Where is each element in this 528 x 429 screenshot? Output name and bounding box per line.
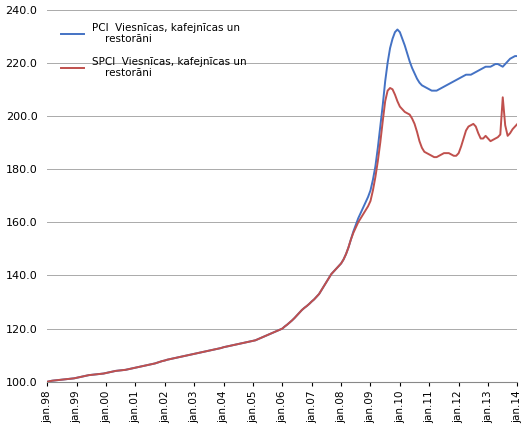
SPCI  Viesnīcas, kafejnīcas un
    restorāni xyxy=(397,104,403,109)
SPCI  Viesnīcas, kafejnīcas un
    restorāni xyxy=(399,107,406,112)
SPCI  Viesnīcas, kafejnīcas un
    restorāni xyxy=(154,360,161,365)
PCI  Viesnīcas, kafejnīcas un
    restorāni xyxy=(154,360,161,365)
PCI  Viesnīcas, kafejnīcas un
    restorāni xyxy=(233,342,239,347)
PCI  Viesnīcas, kafejnīcas un
    restorāni xyxy=(335,263,342,269)
SPCI  Viesnīcas, kafejnīcas un
    restorāni xyxy=(514,121,521,127)
SPCI  Viesnīcas, kafejnīcas un
    restorāni xyxy=(335,263,342,269)
SPCI  Viesnīcas, kafejnīcas un
    restorāni xyxy=(233,342,239,347)
PCI  Viesnīcas, kafejnīcas un
    restorāni xyxy=(44,379,50,384)
Legend: PCI  Viesnīcas, kafejnīcas un
    restorāni, SPCI  Viesnīcas, kafejnīcas un
    : PCI Viesnīcas, kafejnīcas un restorāni, … xyxy=(57,18,251,82)
PCI  Viesnīcas, kafejnīcas un
    restorāni xyxy=(514,54,521,59)
SPCI  Viesnīcas, kafejnīcas un
    restorāni xyxy=(387,85,393,91)
PCI  Viesnīcas, kafejnīcas un
    restorāni xyxy=(215,346,222,351)
Line: PCI  Viesnīcas, kafejnīcas un
    restorāni: PCI Viesnīcas, kafejnīcas un restorāni xyxy=(47,30,517,382)
PCI  Viesnīcas, kafejnīcas un
    restorāni xyxy=(397,30,403,35)
SPCI  Viesnīcas, kafejnīcas un
    restorāni xyxy=(215,346,222,351)
PCI  Viesnīcas, kafejnīcas un
    restorāni xyxy=(399,36,406,41)
Line: SPCI  Viesnīcas, kafejnīcas un
    restorāni: SPCI Viesnīcas, kafejnīcas un restorāni xyxy=(47,88,517,382)
PCI  Viesnīcas, kafejnīcas un
    restorāni xyxy=(394,27,401,32)
SPCI  Viesnīcas, kafejnīcas un
    restorāni xyxy=(44,379,50,384)
